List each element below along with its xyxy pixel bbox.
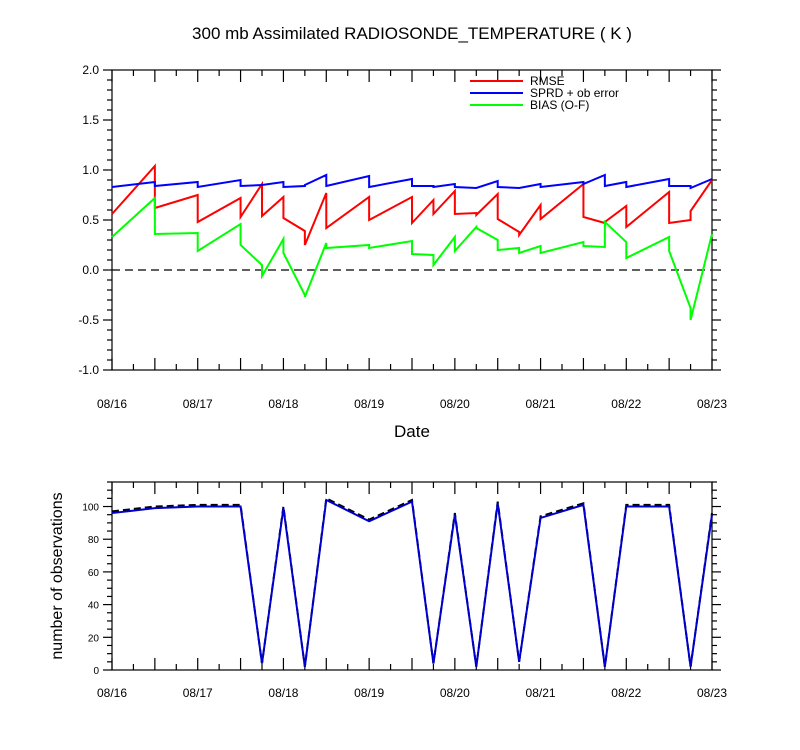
x-tick-label: 08/19 <box>354 686 384 700</box>
chart-title: 300 mb Assimilated RADIOSONDE_TEMPERATUR… <box>192 24 632 43</box>
x-tick-label: 08/20 <box>440 397 470 411</box>
y-tick-label: 0 <box>93 666 99 677</box>
x-tick-label: 08/19 <box>354 397 384 411</box>
y-tick-label: 20 <box>88 633 100 644</box>
x-tick-label: 08/21 <box>526 686 556 700</box>
y-axis-label: number of observations <box>49 492 66 659</box>
y-tick-label: 100 <box>82 503 99 514</box>
y-tick-label: 40 <box>88 601 100 612</box>
x-axis-label: Date <box>394 422 430 441</box>
y-tick-label: -1.0 <box>78 363 99 377</box>
series-line-bias-o-f <box>111 195 713 321</box>
y-tick-label: 2.0 <box>82 63 99 77</box>
y-tick-label: 0.0 <box>82 263 99 277</box>
plot-frame <box>111 481 713 671</box>
y-tick-label: 0.5 <box>82 213 99 227</box>
series-line-assimilated-observations <box>111 498 713 667</box>
series-line-rmse <box>111 163 713 246</box>
y-tick-label: 60 <box>88 568 100 579</box>
x-tick-label: 08/23 <box>697 397 727 411</box>
x-tick-label: 08/21 <box>526 397 556 411</box>
x-tick-label: 08/22 <box>611 686 641 700</box>
legend-label: RMSE <box>530 74 565 88</box>
legend-label: SPRD + ob error <box>530 86 619 100</box>
y-tick-label: 1.5 <box>82 113 99 127</box>
x-tick-label: 08/23 <box>697 686 727 700</box>
y-tick-label: 1.0 <box>82 163 99 177</box>
x-tick-label: 08/16 <box>97 686 127 700</box>
top-panel: 08/16 08/17 08/18 08/19 08/20 08/21 08/22 08/23… <box>78 63 727 411</box>
bottom-panel: 08/16 08/17 08/18 08/19 08/20 08/21 08/22 08/23… <box>49 481 727 700</box>
y-tick-label: 80 <box>88 535 100 546</box>
x-tick-label: 08/16 <box>97 397 127 411</box>
x-tick-label: 08/17 <box>183 397 213 411</box>
legend-label: BIAS (O-F) <box>530 98 589 112</box>
x-tick-label: 08/18 <box>268 397 298 411</box>
x-tick-label: 08/20 <box>440 686 470 700</box>
series-line-sprd-ob-error <box>111 173 713 190</box>
x-tick-label: 08/22 <box>611 397 641 411</box>
x-tick-label: 08/17 <box>183 686 213 700</box>
y-tick-label: -0.5 <box>78 313 99 327</box>
x-tick-label: 08/18 <box>268 686 298 700</box>
series-line-possible-observations <box>111 496 713 667</box>
